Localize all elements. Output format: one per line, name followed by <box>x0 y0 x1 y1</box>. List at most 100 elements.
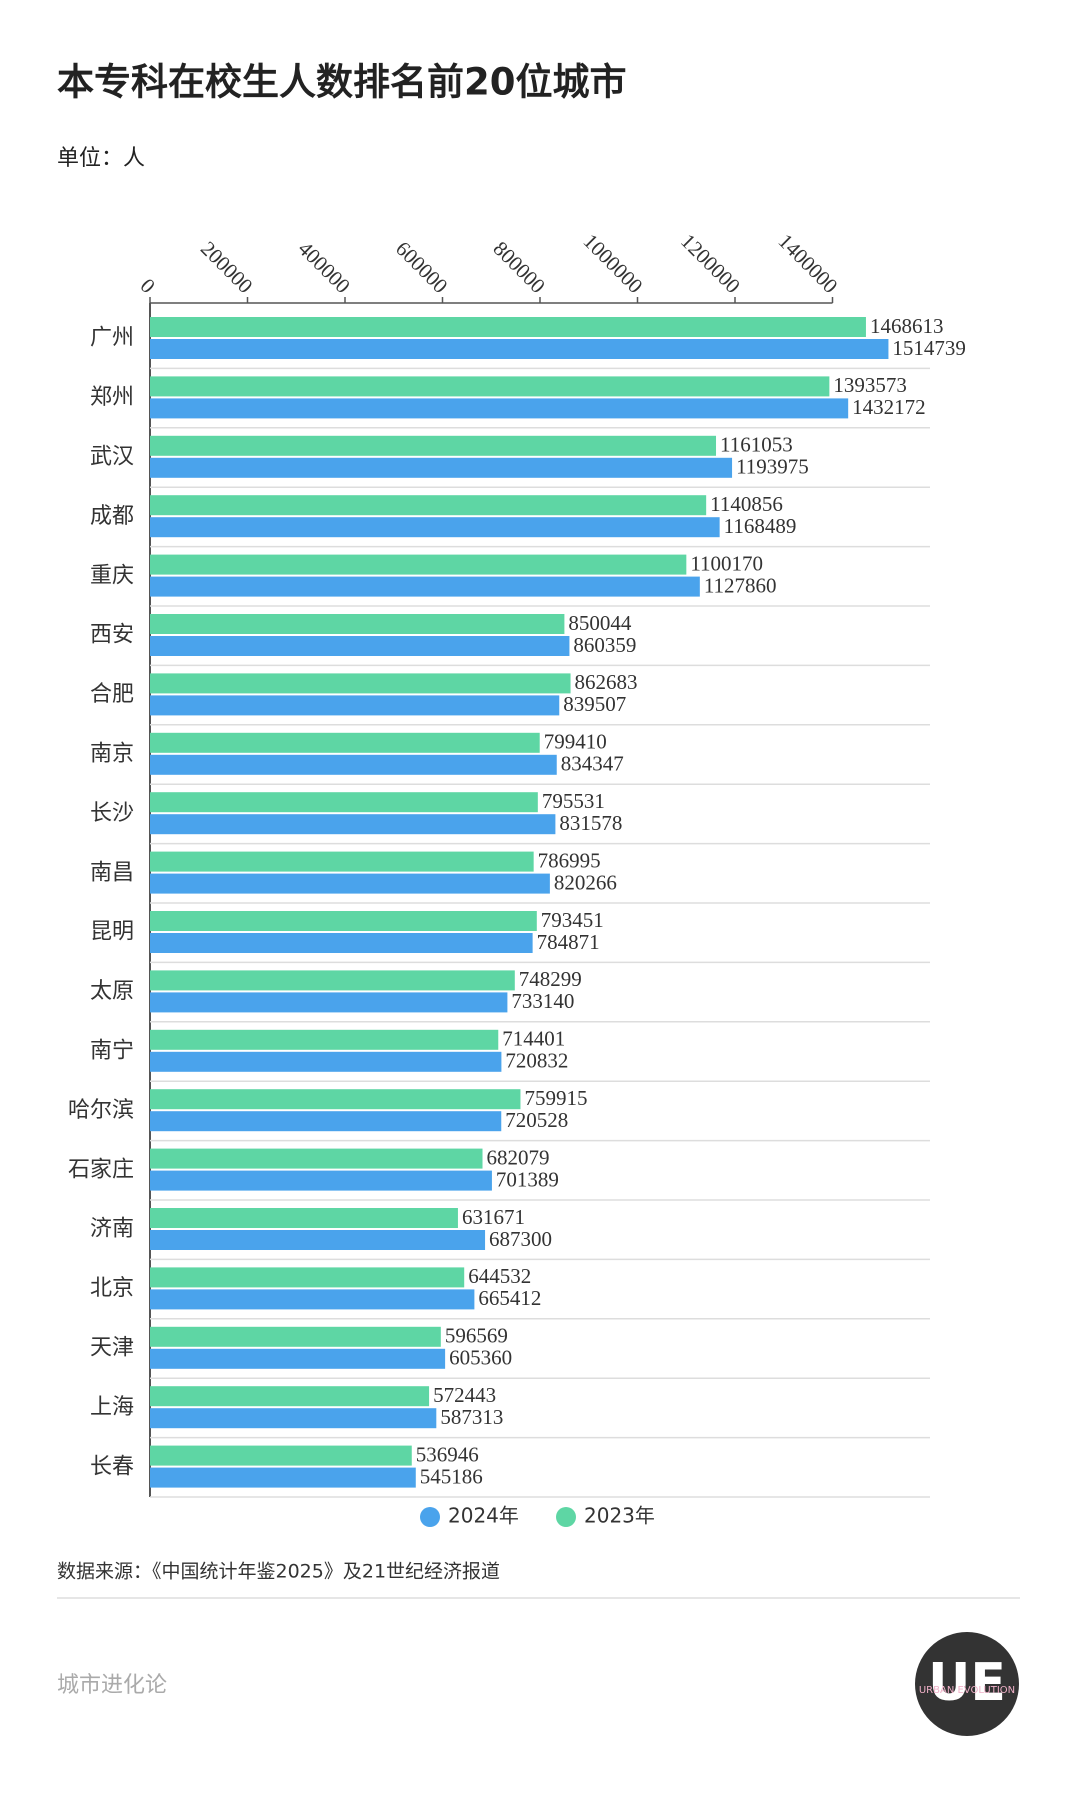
y-tick-label: 南昌 <box>90 860 134 885</box>
bar <box>150 614 565 634</box>
y-tick-label: 南宁 <box>90 1039 134 1064</box>
y-tick-label: 太原 <box>90 979 134 1004</box>
bar <box>150 1467 416 1488</box>
value-label: 799410 <box>544 730 607 754</box>
x-tick-label: 200000 <box>196 236 258 298</box>
y-tick-label: 成都 <box>90 504 134 529</box>
footer: 城市进化论 <box>57 1673 167 1698</box>
x-tick-label: 400000 <box>294 236 356 298</box>
bar <box>150 1445 412 1466</box>
value-label: 839507 <box>563 692 626 716</box>
value-label: 536946 <box>416 1442 479 1466</box>
value-label: 687300 <box>489 1227 552 1251</box>
y-tick-label: 哈尔滨 <box>68 1098 134 1123</box>
y-tick-label: 北京 <box>90 1276 134 1301</box>
value-label: 1432172 <box>852 395 926 419</box>
source: 数据来源：《中国统计年鉴2025》及21世纪经济报道 <box>57 1561 500 1583</box>
y-tick-label: 武汉 <box>90 445 134 470</box>
y-tick-label: 合肥 <box>90 682 134 707</box>
value-label: 1127860 <box>704 573 777 597</box>
bar <box>150 1029 499 1050</box>
bar <box>150 457 733 478</box>
value-label: 862683 <box>575 670 638 694</box>
value-label: 720528 <box>505 1108 568 1132</box>
logo-subtext: URBAN EVOLUTION <box>919 1685 1015 1696</box>
bar <box>150 673 571 694</box>
bar <box>150 1326 441 1347</box>
bar <box>150 554 687 575</box>
bar <box>150 1348 446 1369</box>
value-label: 1468613 <box>870 314 944 338</box>
unit-label: 单位：人 <box>57 146 145 171</box>
y-tick-label: 广州 <box>90 326 134 351</box>
y-tick-label: 西安 <box>90 623 134 648</box>
value-label: 748299 <box>519 967 582 991</box>
value-label: 1140856 <box>710 492 783 516</box>
value-label: 665412 <box>478 1286 541 1310</box>
value-label: 631671 <box>462 1205 525 1229</box>
y-tick-label: 郑州 <box>90 385 134 410</box>
value-label: 850044 <box>568 611 632 635</box>
bar <box>150 1386 430 1407</box>
value-label: 596569 <box>445 1324 508 1348</box>
legend-label: 2023年 <box>584 1504 655 1528</box>
legend-label: 2024年 <box>448 1504 519 1528</box>
value-label: 784871 <box>537 930 600 954</box>
bar <box>150 732 540 753</box>
x-tick-label: 800000 <box>489 236 551 298</box>
bar <box>150 1170 492 1191</box>
logo-text: UE <box>928 1653 1006 1713</box>
x-tick-label: 600000 <box>391 236 453 298</box>
bar <box>150 814 556 835</box>
value-label: 545186 <box>420 1464 483 1488</box>
bar <box>150 792 538 813</box>
bar <box>150 1408 437 1429</box>
value-label: 831578 <box>559 811 622 835</box>
x-tick-label: 0 <box>136 274 160 298</box>
value-label: 1193975 <box>736 455 809 479</box>
value-label: 759915 <box>524 1086 587 1110</box>
x-tick-label: 1000000 <box>579 229 648 298</box>
value-label: 605360 <box>449 1346 512 1370</box>
value-label: 1514739 <box>892 336 966 360</box>
bar <box>150 376 830 397</box>
bar <box>150 339 889 359</box>
value-label: 1161053 <box>720 433 793 457</box>
value-label: 701389 <box>496 1167 559 1191</box>
value-label: 795531 <box>542 789 605 813</box>
bar <box>150 1089 521 1110</box>
value-label: 1393573 <box>833 373 907 397</box>
bar <box>150 636 570 656</box>
value-label: 860359 <box>573 633 636 657</box>
bar <box>150 933 533 953</box>
bar <box>150 1111 502 1132</box>
y-tick-label: 长春 <box>90 1454 134 1479</box>
bar <box>150 970 515 991</box>
value-label: 786995 <box>538 848 601 872</box>
x-tick-label: 1200000 <box>676 229 745 298</box>
bar <box>150 851 534 872</box>
value-label: 793451 <box>541 908 604 932</box>
bar <box>150 576 700 597</box>
bar <box>150 398 849 419</box>
bar <box>150 1208 458 1228</box>
bar <box>150 1051 502 1072</box>
logo-circle <box>915 1632 1019 1736</box>
value-label: 720832 <box>505 1049 568 1073</box>
bar <box>150 317 866 337</box>
x-tick-label: 1400000 <box>774 229 843 298</box>
legend-marker <box>420 1507 440 1527</box>
bar <box>150 1289 475 1310</box>
y-tick-label: 济南 <box>90 1217 134 1242</box>
value-label: 733140 <box>511 989 574 1013</box>
y-tick-label: 重庆 <box>90 563 134 588</box>
y-tick-label: 南京 <box>90 742 134 767</box>
bar <box>150 992 508 1013</box>
value-label: 834347 <box>561 752 624 776</box>
legend-marker <box>556 1507 576 1527</box>
bar <box>150 435 717 456</box>
bar <box>150 1230 486 1250</box>
bar <box>150 873 550 894</box>
value-label: 820266 <box>554 870 617 894</box>
y-tick-label: 长沙 <box>90 801 134 826</box>
